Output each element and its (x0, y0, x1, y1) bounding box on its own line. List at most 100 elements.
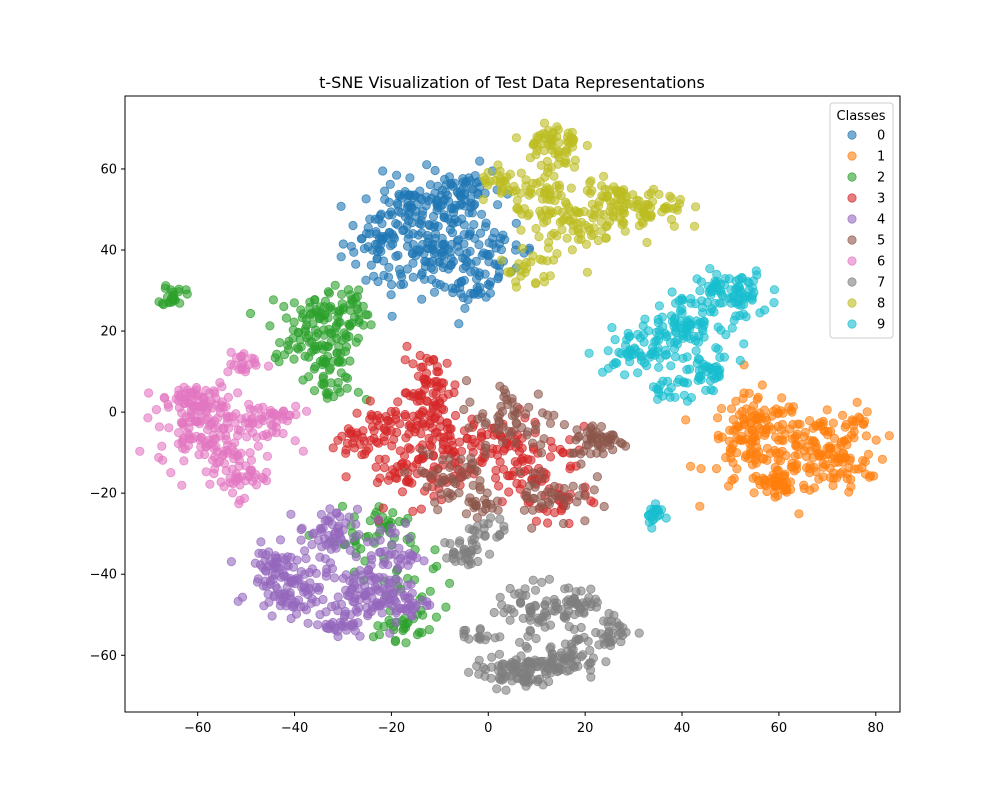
data-point (593, 201, 604, 211)
data-point (333, 383, 343, 394)
data-point (460, 254, 470, 264)
data-point (780, 469, 790, 479)
data-point (386, 417, 396, 428)
data-point (753, 392, 763, 402)
data-point (446, 180, 456, 190)
data-point (362, 537, 373, 547)
data-point (769, 297, 779, 308)
data-point (470, 496, 480, 506)
data-point (204, 388, 214, 398)
legend-marker (847, 277, 857, 287)
data-point (729, 473, 739, 484)
data-point (174, 402, 184, 413)
data-point (428, 564, 438, 574)
data-point (601, 657, 611, 667)
data-point (734, 282, 744, 292)
data-point (354, 285, 364, 295)
data-point (615, 621, 625, 631)
data-point (421, 192, 432, 202)
data-point (828, 480, 838, 491)
legend-item-0: 0 (847, 129, 885, 144)
data-point (450, 410, 461, 421)
data-point (586, 672, 596, 682)
data-point (871, 435, 881, 445)
data-point (523, 631, 533, 641)
data-point (318, 594, 328, 605)
data-point (707, 365, 717, 375)
data-point (685, 461, 696, 471)
data-point (853, 464, 863, 474)
data-point (710, 276, 720, 286)
data-point (747, 425, 757, 435)
legend-item-8: 8 (847, 297, 885, 312)
data-point (144, 388, 154, 398)
data-point (516, 454, 527, 465)
data-point (759, 305, 770, 315)
data-point (289, 317, 299, 327)
data-point (492, 532, 502, 542)
data-point (361, 275, 371, 285)
data-point (623, 328, 633, 338)
legend-title: Classes (837, 109, 886, 124)
data-point (490, 473, 501, 483)
data-point (369, 433, 379, 443)
data-point (174, 427, 184, 438)
data-point (451, 478, 461, 489)
legend-marker (847, 193, 857, 203)
data-point (560, 501, 571, 511)
data-point (385, 179, 395, 189)
data-point (714, 371, 724, 382)
data-point (262, 451, 272, 461)
data-point (229, 447, 239, 457)
data-point (283, 561, 293, 571)
data-point (310, 294, 320, 305)
data-point (201, 467, 211, 477)
data-point (574, 491, 584, 501)
data-point (665, 191, 675, 201)
data-point (231, 468, 241, 479)
data-point (432, 205, 442, 215)
data-point (553, 146, 563, 156)
legend-item-1: 1 (847, 150, 885, 165)
data-point (521, 175, 531, 185)
data-point (598, 616, 609, 626)
data-point (794, 509, 804, 519)
data-point (438, 262, 448, 273)
data-point (686, 392, 697, 403)
legend-label: 5 (877, 234, 885, 249)
data-point (316, 308, 326, 318)
scatter-points (135, 118, 894, 695)
x-axis: −60 −40 −20 0 20 40 60 80 (184, 712, 884, 736)
data-point (392, 473, 402, 483)
data-point (379, 436, 390, 446)
data-point (669, 221, 679, 231)
data-point (395, 560, 405, 570)
data-point (422, 482, 432, 492)
data-point (861, 431, 872, 441)
data-point (592, 597, 602, 608)
data-point (394, 264, 405, 275)
data-point (341, 445, 351, 455)
data-point (545, 452, 556, 462)
data-point (378, 256, 389, 266)
data-point (499, 392, 509, 402)
data-point (338, 573, 348, 583)
data-point (858, 419, 868, 429)
data-point (209, 444, 219, 454)
data-point (199, 400, 210, 410)
data-point (178, 443, 188, 453)
data-point (135, 446, 145, 456)
data-point (386, 279, 397, 290)
data-point (606, 202, 616, 212)
series-6 (135, 347, 312, 509)
data-point (603, 346, 613, 356)
data-point (228, 488, 238, 498)
data-point (653, 362, 664, 372)
data-point (401, 388, 411, 398)
data-point (433, 409, 443, 419)
data-point (492, 200, 503, 210)
data-point (166, 467, 176, 478)
data-point (531, 150, 541, 160)
data-point (323, 313, 333, 323)
